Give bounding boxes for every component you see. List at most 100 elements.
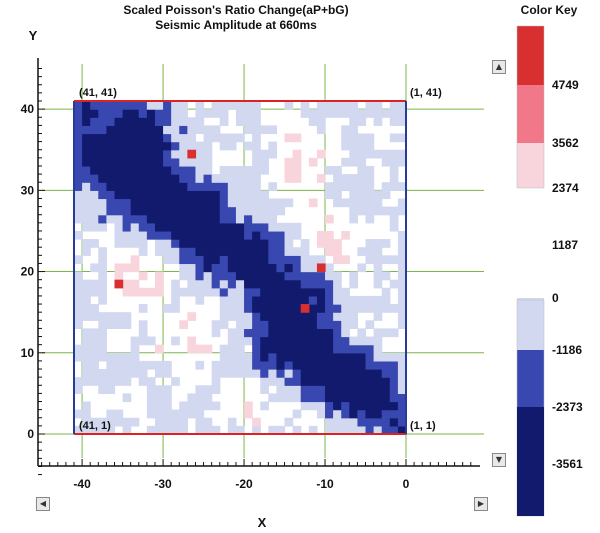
heatmap-cell [308,360,318,370]
heatmap-cell [195,165,205,175]
heatmap-cell [90,165,99,175]
scroll-down-button[interactable]: ▼ [492,453,506,467]
heatmap-cell [325,425,334,435]
heatmap-cell [82,214,91,224]
heatmap-cell [389,328,399,338]
heatmap-cell [260,377,269,386]
heatmap-cell [195,239,205,248]
heatmap-cell [90,214,99,224]
heatmap-cell [349,182,359,191]
heatmap-cell [114,320,124,330]
heatmap-cell [325,401,334,411]
heatmap-cell [90,352,99,362]
corner-label-2: (41, 1) [79,420,111,432]
heatmap-cell [227,336,237,346]
heatmap-cell [333,336,342,346]
heatmap-cell [397,109,407,118]
heatmap-cell [74,312,83,321]
y-tick-label-1: 10 [21,346,35,360]
heatmap-cell [373,109,383,118]
heatmap-cell [203,182,213,191]
heatmap-cell [106,165,116,175]
heatmap-cell [203,287,213,297]
heatmap-cell [90,369,99,378]
heatmap-cell [316,401,326,411]
heatmap-cell [74,149,83,159]
heatmap-cell [268,360,278,370]
heatmap-cell [154,279,164,289]
heatmap-cell [341,377,350,386]
heatmap-cell [381,149,391,159]
heatmap-cell [252,101,261,110]
scroll-right-button[interactable]: ▶ [474,497,488,511]
scroll-up-button[interactable]: ▲ [492,60,506,74]
heatmap-cell [333,271,342,281]
heatmap-cell [284,239,294,248]
heatmap-cell [211,222,221,232]
heatmap-cell [333,312,342,321]
heatmap-cell [357,295,367,305]
heatmap-cell [325,393,334,403]
heatmap-cell [146,174,156,183]
heatmap-cell [163,393,172,403]
heatmap-cell [114,174,124,183]
heatmap-cell [235,230,245,240]
heatmap-cell [203,401,213,411]
heatmap-cell [203,385,213,394]
heatmap-cell [179,125,188,135]
heatmap-cell [130,101,140,110]
heatmap-cell [171,125,180,135]
heatmap-cell [252,336,261,346]
heatmap-cell [373,377,383,386]
heatmap-cell [179,182,188,191]
heatmap-cell [325,247,334,256]
heatmap-cell [98,385,107,394]
heatmap-cell [300,369,310,378]
heatmap-cell [252,287,261,297]
heatmap-cell [130,182,140,191]
heatmap-cell [171,190,180,200]
heatmap-cell [114,157,124,167]
scroll-left-button[interactable]: ◀ [36,497,50,511]
heatmap-cell [276,352,286,362]
heatmap-cell [195,393,205,403]
heatmap-cell [74,377,83,386]
heatmap-cell [333,385,342,394]
corner-labels: (41, 41) (1, 41) (41, 1) (1, 1) [79,87,442,432]
heatmap-cell [244,271,253,281]
heatmap-cell [235,328,245,338]
heatmap-cell [268,263,278,273]
heatmap-cell [219,304,229,313]
heatmap-cell [114,182,124,191]
heatmap-cell [252,182,261,191]
heatmap-cell [138,190,148,200]
heatmap-cell [90,182,99,191]
heatmap-cell [325,336,334,346]
color-key-label-neg-0: 0 [552,291,559,305]
color-key-swatch-pos-2 [517,143,544,188]
heatmap-cell [244,279,253,289]
heatmap-cell [260,287,269,297]
heatmap-cell [244,182,253,191]
heatmap-cell [292,352,302,362]
heatmap-cell [74,271,83,281]
heatmap-cell [244,125,253,135]
heatmap-cell [292,271,302,281]
heatmap-cell [325,409,334,419]
heatmap-cell [171,117,180,126]
heatmap-cell [187,393,197,403]
heatmap-cell [252,198,261,208]
heatmap-cell [154,239,164,248]
heatmap-cell [74,255,83,265]
heatmap-cell [163,133,172,143]
heatmap-cell [146,182,156,191]
heatmap-cell [187,344,197,354]
heatmap-cell [163,206,172,216]
heatmap-cell [373,369,383,378]
heatmap-cell [316,352,326,362]
heatmap-cell [146,133,156,143]
heatmap-cell [292,174,302,183]
heatmap-cell [106,206,116,216]
heatmap-cell [268,222,278,232]
heatmap-cell [138,174,148,183]
